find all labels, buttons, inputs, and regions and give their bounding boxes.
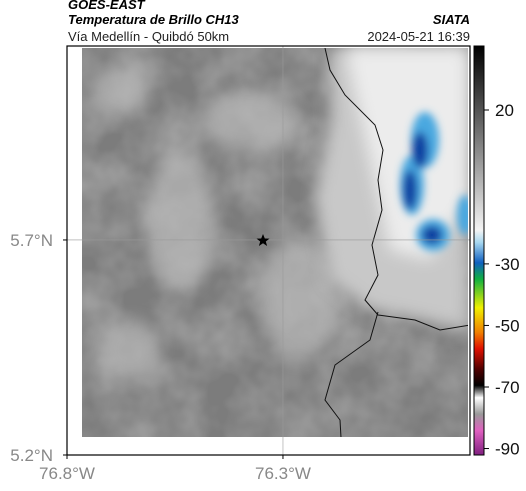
satellite-image	[82, 48, 468, 437]
colorbar	[473, 45, 485, 456]
colorbar-tick-label: -50	[495, 316, 520, 335]
timestamp: 2024-05-21 16:39	[367, 29, 470, 44]
y-tick-label: 5.7°N	[10, 231, 53, 250]
colorbar-tick-label: -70	[495, 378, 520, 397]
product: Temperatura de Brillo CH13	[68, 12, 240, 27]
y-tick-label: 5.2°N	[10, 446, 53, 465]
route: Vía Medellín - Quibdó 50km	[68, 29, 229, 44]
colorbar-tick-label: 20	[495, 101, 514, 120]
x-tick-label: 76.3°W	[255, 464, 311, 483]
satellite: GOES-EAST	[68, 0, 146, 12]
location-star	[256, 234, 270, 246]
source: SIATA	[433, 12, 470, 27]
x-tick-label: 76.8°W	[39, 464, 95, 483]
colorbar-tick-label: -90	[495, 440, 520, 459]
colorbar-tick-label: -30	[495, 255, 520, 274]
map-frame	[66, 45, 471, 456]
